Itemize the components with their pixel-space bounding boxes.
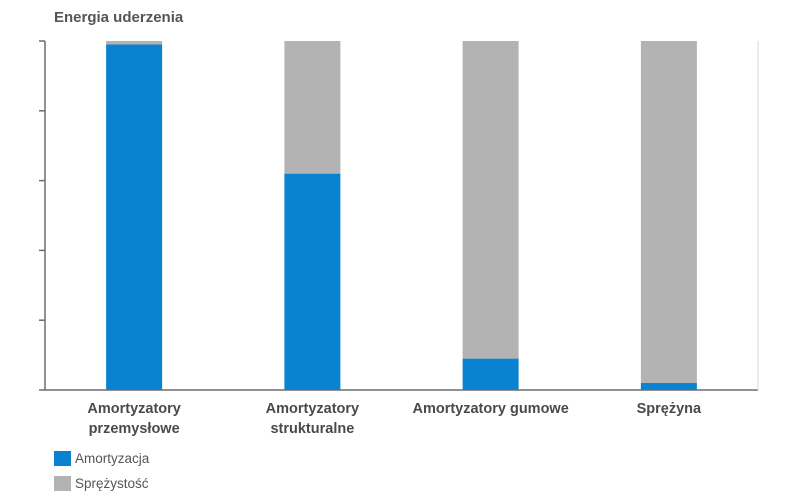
category-label-3: Amortyzatory gumowe bbox=[412, 401, 568, 417]
bar-segment-amortyzacja-2 bbox=[284, 173, 341, 390]
category-label-2: Amortyzatory strukturalne bbox=[266, 401, 359, 437]
category-label-4: Sprężyna bbox=[637, 401, 702, 417]
bar-segment-amortyzacja-1 bbox=[106, 44, 163, 391]
bar-segment-sprezystosc-4 bbox=[640, 41, 697, 384]
bar-segment-sprezystosc-1 bbox=[106, 41, 163, 45]
bars-group bbox=[106, 41, 697, 391]
legend-item-1: Amortyzacja bbox=[54, 447, 149, 469]
axes-group bbox=[39, 40, 759, 391]
legend-swatch-2 bbox=[54, 475, 71, 491]
bar-segment-sprezystosc-2 bbox=[284, 41, 341, 174]
legend: Amortyzacja Sprężystość bbox=[54, 447, 149, 497]
chart-title: Energia uderzenia bbox=[54, 9, 184, 26]
bar-segment-amortyzacja-4 bbox=[640, 383, 697, 390]
bar-segment-amortyzacja-3 bbox=[462, 358, 519, 390]
bar-segment-sprezystosc-3 bbox=[462, 41, 519, 359]
category-label-1: Amortyzatory przemysłowe bbox=[87, 401, 180, 437]
chart: Amortyzatory przemysłowe Amortyzatory struk… bbox=[39, 40, 759, 437]
legend-item-2: Sprężystość bbox=[54, 472, 149, 494]
legend-swatch-1 bbox=[54, 450, 71, 466]
category-labels: Amortyzatory przemysłowe Amortyzatory struk… bbox=[87, 401, 702, 437]
legend-label-2: Sprężystość bbox=[75, 475, 149, 491]
legend-label-1: Amortyzacja bbox=[75, 450, 150, 466]
